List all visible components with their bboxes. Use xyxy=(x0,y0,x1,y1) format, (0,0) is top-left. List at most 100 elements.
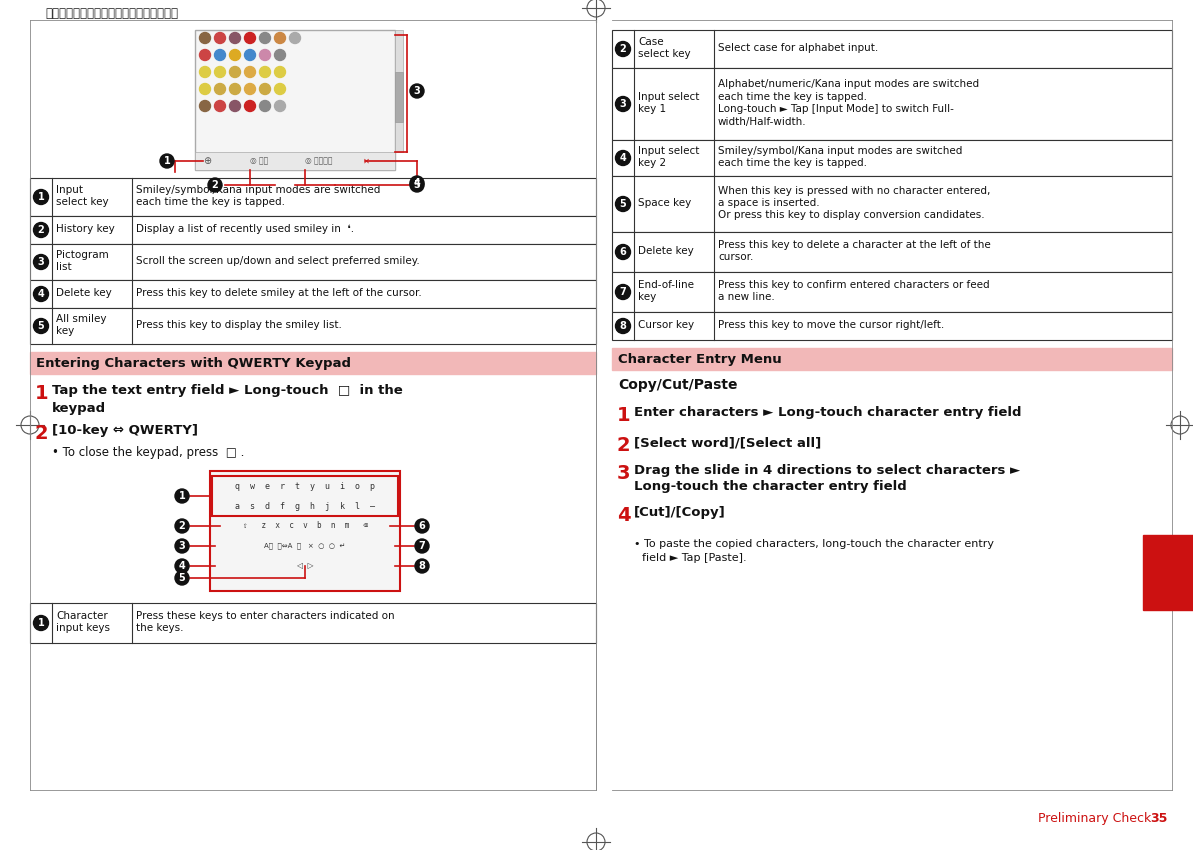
Text: 1: 1 xyxy=(38,618,44,628)
Circle shape xyxy=(215,32,225,43)
Bar xyxy=(30,308,596,344)
Text: History key: History key xyxy=(56,224,115,234)
Circle shape xyxy=(215,49,225,60)
Circle shape xyxy=(33,254,49,269)
Text: 6: 6 xyxy=(619,247,626,257)
Circle shape xyxy=(260,83,271,94)
Text: 4: 4 xyxy=(38,289,44,299)
Circle shape xyxy=(33,615,49,631)
Circle shape xyxy=(260,32,271,43)
Text: • To paste the copied characters, long-touch the character entry: • To paste the copied characters, long-t… xyxy=(633,539,994,549)
Circle shape xyxy=(175,571,188,585)
Circle shape xyxy=(245,66,255,77)
Bar xyxy=(1143,535,1193,610)
Bar xyxy=(612,272,1172,312)
Text: 4: 4 xyxy=(414,178,420,188)
Text: Case
select key: Case select key xyxy=(638,37,691,60)
Bar xyxy=(30,178,596,216)
Text: 5: 5 xyxy=(179,573,185,583)
Circle shape xyxy=(616,319,630,333)
Text: a  s  d  f  g  h  j  k  l  –: a s d f g h j k l – xyxy=(235,502,375,511)
Circle shape xyxy=(410,176,424,190)
Circle shape xyxy=(260,49,271,60)
Circle shape xyxy=(199,83,210,94)
Text: 2: 2 xyxy=(619,44,626,54)
Text: ２０１１年５月１２日　午後１０時３４分: ２０１１年５月１２日 午後１０時３４分 xyxy=(45,7,178,20)
Text: Smiley/symbol/Kana input modes are switched
each time the key is tapped.: Smiley/symbol/Kana input modes are switc… xyxy=(136,184,381,207)
Circle shape xyxy=(175,559,188,573)
Bar xyxy=(395,30,403,152)
Text: 5: 5 xyxy=(38,321,44,331)
Circle shape xyxy=(415,539,429,553)
Text: Copy/Cut/Paste: Copy/Cut/Paste xyxy=(618,378,737,392)
Circle shape xyxy=(260,66,271,77)
Bar xyxy=(612,232,1172,272)
Circle shape xyxy=(199,100,210,111)
Bar xyxy=(612,68,1172,140)
Text: 3: 3 xyxy=(179,541,185,551)
Bar xyxy=(612,140,1172,176)
Text: 3: 3 xyxy=(619,99,626,109)
Text: 7: 7 xyxy=(419,541,426,551)
Text: Tap the text entry field ► Long-touch  □  in the: Tap the text entry field ► Long-touch □ … xyxy=(52,384,403,397)
Circle shape xyxy=(215,100,225,111)
Circle shape xyxy=(245,49,255,60)
Bar xyxy=(194,30,395,170)
Text: Space key: Space key xyxy=(638,198,691,208)
Text: [Select word]/[Select all]: [Select word]/[Select all] xyxy=(633,436,821,449)
Bar xyxy=(395,72,403,122)
Circle shape xyxy=(199,66,210,77)
Text: Delete key: Delete key xyxy=(638,246,694,256)
Text: [Cut]/[Copy]: [Cut]/[Copy] xyxy=(633,506,725,519)
Text: Alphabet/numeric/Kana input modes are switched
each time the key is tapped.
Long: Alphabet/numeric/Kana input modes are sw… xyxy=(718,79,979,127)
Circle shape xyxy=(274,49,285,60)
Text: All smiley
key: All smiley key xyxy=(56,314,106,337)
Circle shape xyxy=(260,100,271,111)
Text: Display a list of recently used smiley in  ❛.: Display a list of recently used smiley i… xyxy=(136,224,354,234)
Circle shape xyxy=(616,285,630,299)
Circle shape xyxy=(274,83,285,94)
Text: field ► Tap [Paste].: field ► Tap [Paste]. xyxy=(642,553,747,563)
Circle shape xyxy=(175,539,188,553)
Text: Input
select key: Input select key xyxy=(56,184,109,207)
Text: 2: 2 xyxy=(617,436,631,455)
Text: 8: 8 xyxy=(619,321,626,331)
Text: q  w  e  r  t  y  u  i  o  p: q w e r t y u i o p xyxy=(235,481,375,490)
Text: 2: 2 xyxy=(38,225,44,235)
Text: 3: 3 xyxy=(414,86,420,96)
Text: Drag the slide in 4 directions to select characters ►
Long-touch the character e: Drag the slide in 4 directions to select… xyxy=(633,464,1020,492)
Text: Press these keys to enter characters indicated on
the keys.: Press these keys to enter characters ind… xyxy=(136,611,395,633)
Bar xyxy=(612,30,1172,68)
Circle shape xyxy=(199,49,210,60)
Text: Enter characters ► Long-touch character entry field: Enter characters ► Long-touch character … xyxy=(633,406,1021,419)
Text: ✕: ✕ xyxy=(363,156,370,166)
Text: ◁  ▷: ◁ ▷ xyxy=(297,562,314,570)
Text: Entering Characters with QWERTY Keypad: Entering Characters with QWERTY Keypad xyxy=(36,356,351,370)
Text: 3: 3 xyxy=(617,464,630,483)
Circle shape xyxy=(616,196,630,212)
Text: Input select
key 1: Input select key 1 xyxy=(638,92,699,114)
Text: 5: 5 xyxy=(619,199,626,209)
Text: Pictogram
list: Pictogram list xyxy=(56,250,109,272)
Bar xyxy=(194,152,395,170)
Circle shape xyxy=(245,32,255,43)
Circle shape xyxy=(274,32,285,43)
Circle shape xyxy=(175,489,188,503)
Circle shape xyxy=(616,97,630,111)
Bar xyxy=(30,216,596,244)
Bar xyxy=(612,312,1172,340)
Circle shape xyxy=(415,519,429,533)
Text: Preliminary Check: Preliminary Check xyxy=(1038,812,1155,825)
Text: Aあ  あ⇔A  ＿   ×  ○  ○  ↵: Aあ あ⇔A ＿ × ○ ○ ↵ xyxy=(265,542,346,549)
Circle shape xyxy=(616,42,630,56)
Circle shape xyxy=(229,49,241,60)
Text: Delete key: Delete key xyxy=(56,288,112,298)
Bar xyxy=(212,476,398,516)
Circle shape xyxy=(33,286,49,302)
Text: 1: 1 xyxy=(35,384,49,403)
Circle shape xyxy=(175,519,188,533)
Text: ◎ 履歴: ◎ 履歴 xyxy=(251,156,268,166)
Circle shape xyxy=(410,84,424,98)
Text: 2: 2 xyxy=(179,521,185,531)
Text: ⊕: ⊕ xyxy=(203,156,211,166)
